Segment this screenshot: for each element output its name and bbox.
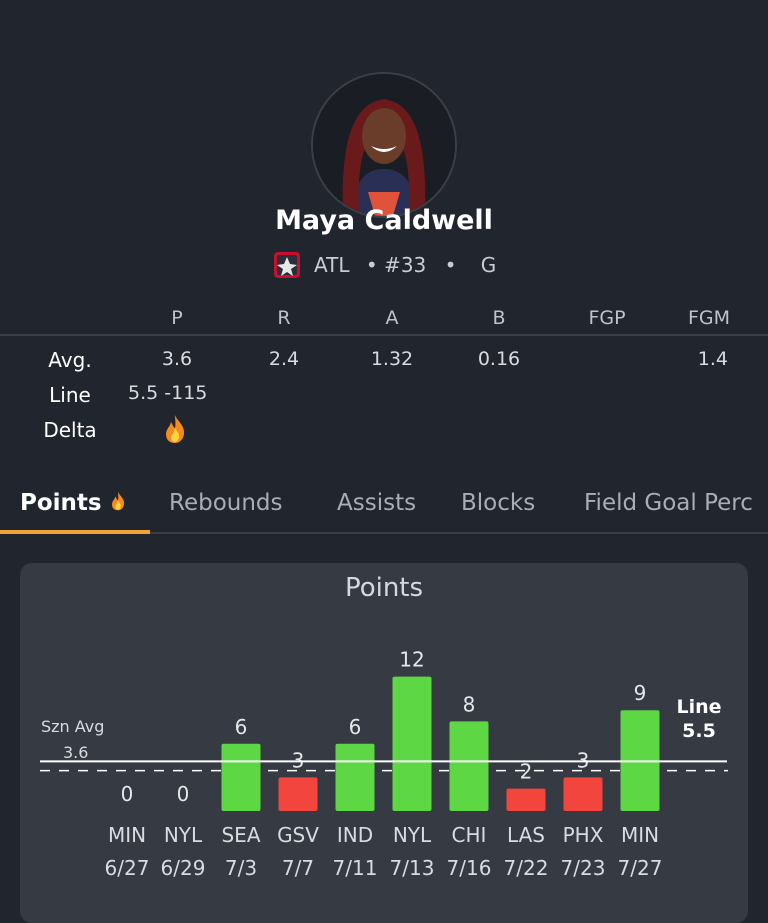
x-opponent-3: GSV <box>277 823 319 847</box>
team-logo-icon <box>272 250 302 280</box>
player-position: G <box>480 253 497 277</box>
avg-label: Avg. <box>48 348 92 372</box>
meta-separator: • <box>444 253 457 277</box>
bar-2 <box>221 743 261 811</box>
x-date-5: 7/13 <box>390 856 435 880</box>
bar-value-0: 0 <box>121 782 134 806</box>
prop-line-value: 5.5 <box>682 720 716 742</box>
bar-value-7: 2 <box>520 760 533 784</box>
bar-value-5: 12 <box>399 648 424 672</box>
bar-4 <box>335 743 375 811</box>
active-tab-indicator <box>0 530 150 534</box>
player-photo <box>313 74 455 216</box>
bar-8 <box>563 777 603 811</box>
avg-r: 2.4 <box>268 348 300 370</box>
stat-tabs: Points Rebounds Assists Blocks Field Goa… <box>0 484 768 534</box>
stat-header-r: R <box>277 307 291 329</box>
avg-p: 3.6 <box>161 348 193 370</box>
x-date-4: 7/11 <box>333 856 378 880</box>
stat-header-b: B <box>492 307 506 329</box>
chart-title: Points <box>344 573 424 603</box>
points-chart: Szn Avg3.60MIN6/270NYL6/296SEA7/33GSV7/7… <box>40 648 728 880</box>
avg-a: 1.32 <box>370 348 414 370</box>
bar-5 <box>392 676 432 811</box>
stat-header-fgm: FGM <box>688 307 731 329</box>
bar-value-6: 8 <box>463 692 476 716</box>
x-opponent-0: MIN <box>108 823 146 847</box>
bar-7 <box>506 788 546 811</box>
season-avg-value: 3.6 <box>63 743 88 762</box>
bar-value-1: 0 <box>177 782 190 806</box>
team-abbr: ATL <box>314 253 350 277</box>
x-date-3: 7/7 <box>282 856 314 880</box>
stat-header-a: A <box>385 307 399 329</box>
tab-assists[interactable]: Assists <box>337 490 417 516</box>
x-opponent-9: MIN <box>621 823 659 847</box>
stat-header-p: P <box>171 307 183 329</box>
x-date-1: 6/29 <box>161 856 206 880</box>
tab-points-label: Points <box>20 490 102 516</box>
x-opponent-6: CHI <box>452 823 487 847</box>
prop-line-label: Line <box>676 696 721 718</box>
bar-6 <box>449 721 489 811</box>
fire-icon <box>163 414 187 448</box>
tab-points[interactable]: Points <box>20 490 126 516</box>
x-opponent-2: SEA <box>221 823 260 847</box>
avg-b: 0.16 <box>477 348 521 370</box>
x-opponent-8: PHX <box>563 823 604 847</box>
bar-value-2: 6 <box>235 715 248 739</box>
x-date-6: 7/16 <box>447 856 492 880</box>
tab-rebounds[interactable]: Rebounds <box>169 490 283 516</box>
x-opponent-5: NYL <box>393 823 432 847</box>
player-avatar <box>311 72 457 218</box>
avg-fgm: 1.4 <box>697 348 728 370</box>
fire-icon <box>111 491 124 511</box>
x-date-0: 6/27 <box>105 856 150 880</box>
x-date-9: 7/27 <box>618 856 663 880</box>
tab-field-goal-percentage[interactable]: Field Goal Perc <box>584 490 753 516</box>
x-date-7: 7/22 <box>504 856 549 880</box>
player-name: Maya Caldwell <box>275 205 493 236</box>
x-opponent-7: LAS <box>507 823 545 847</box>
stats-divider <box>0 334 768 336</box>
x-opponent-4: IND <box>337 823 373 847</box>
x-date-8: 7/23 <box>561 856 606 880</box>
line-value: 5.5 -115 <box>128 382 208 404</box>
jersey-number: • #33 <box>365 253 427 277</box>
season-avg-label: Szn Avg <box>41 717 104 736</box>
bar-value-4: 6 <box>349 715 362 739</box>
stat-header-fgp: FGP <box>588 307 626 329</box>
player-meta: ATL • #33 • G <box>0 250 768 280</box>
x-date-2: 7/3 <box>225 856 257 880</box>
bar-value-9: 9 <box>634 681 647 705</box>
delta-label: Delta <box>43 418 97 442</box>
x-opponent-1: NYL <box>164 823 203 847</box>
bar-3 <box>278 777 318 811</box>
tab-blocks[interactable]: Blocks <box>461 490 536 516</box>
line-label: Line <box>49 383 91 407</box>
